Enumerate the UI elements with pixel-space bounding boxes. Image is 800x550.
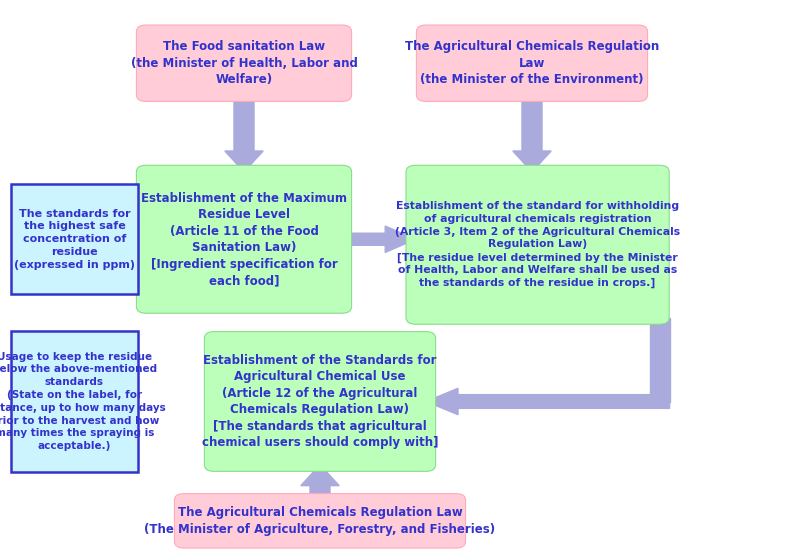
Text: Establishment of the standard for withholding
of agricultural chemicals registra: Establishment of the standard for withho… [395,201,680,288]
Polygon shape [513,95,551,172]
Text: Usage to keep the residue
below the above-mentioned
standards
(State on the labe: Usage to keep the residue below the abov… [0,351,166,452]
FancyBboxPatch shape [11,331,138,471]
FancyBboxPatch shape [406,165,669,324]
Text: The Agricultural Chemicals Regulation
Law
(the Minister of the Environment): The Agricultural Chemicals Regulation La… [405,40,659,86]
Text: The Agricultural Chemicals Regulation Law
(The Minister of Agriculture, Forestry: The Agricultural Chemicals Regulation La… [145,506,495,536]
FancyBboxPatch shape [205,332,435,471]
Text: The Food sanitation Law
(the Minister of Health, Labor and
Welfare): The Food sanitation Law (the Minister of… [130,40,358,86]
FancyBboxPatch shape [174,494,466,548]
Polygon shape [225,95,263,172]
Text: Establishment of the Maximum
Residue Level
(Article 11 of the Food
Sanitation La: Establishment of the Maximum Residue Lev… [141,191,347,287]
FancyBboxPatch shape [650,318,670,402]
Text: Establishment of the Standards for
Agricultural Chemical Use
(Article 12 of the : Establishment of the Standards for Agric… [202,354,438,449]
FancyBboxPatch shape [136,165,352,314]
Polygon shape [342,226,416,252]
Polygon shape [301,465,339,500]
Polygon shape [426,388,670,415]
Text: The standards for
the highest safe
concentration of
residue
(expressed in ppm): The standards for the highest safe conce… [14,208,135,270]
FancyBboxPatch shape [136,25,352,101]
FancyBboxPatch shape [11,184,138,294]
FancyBboxPatch shape [416,25,648,101]
